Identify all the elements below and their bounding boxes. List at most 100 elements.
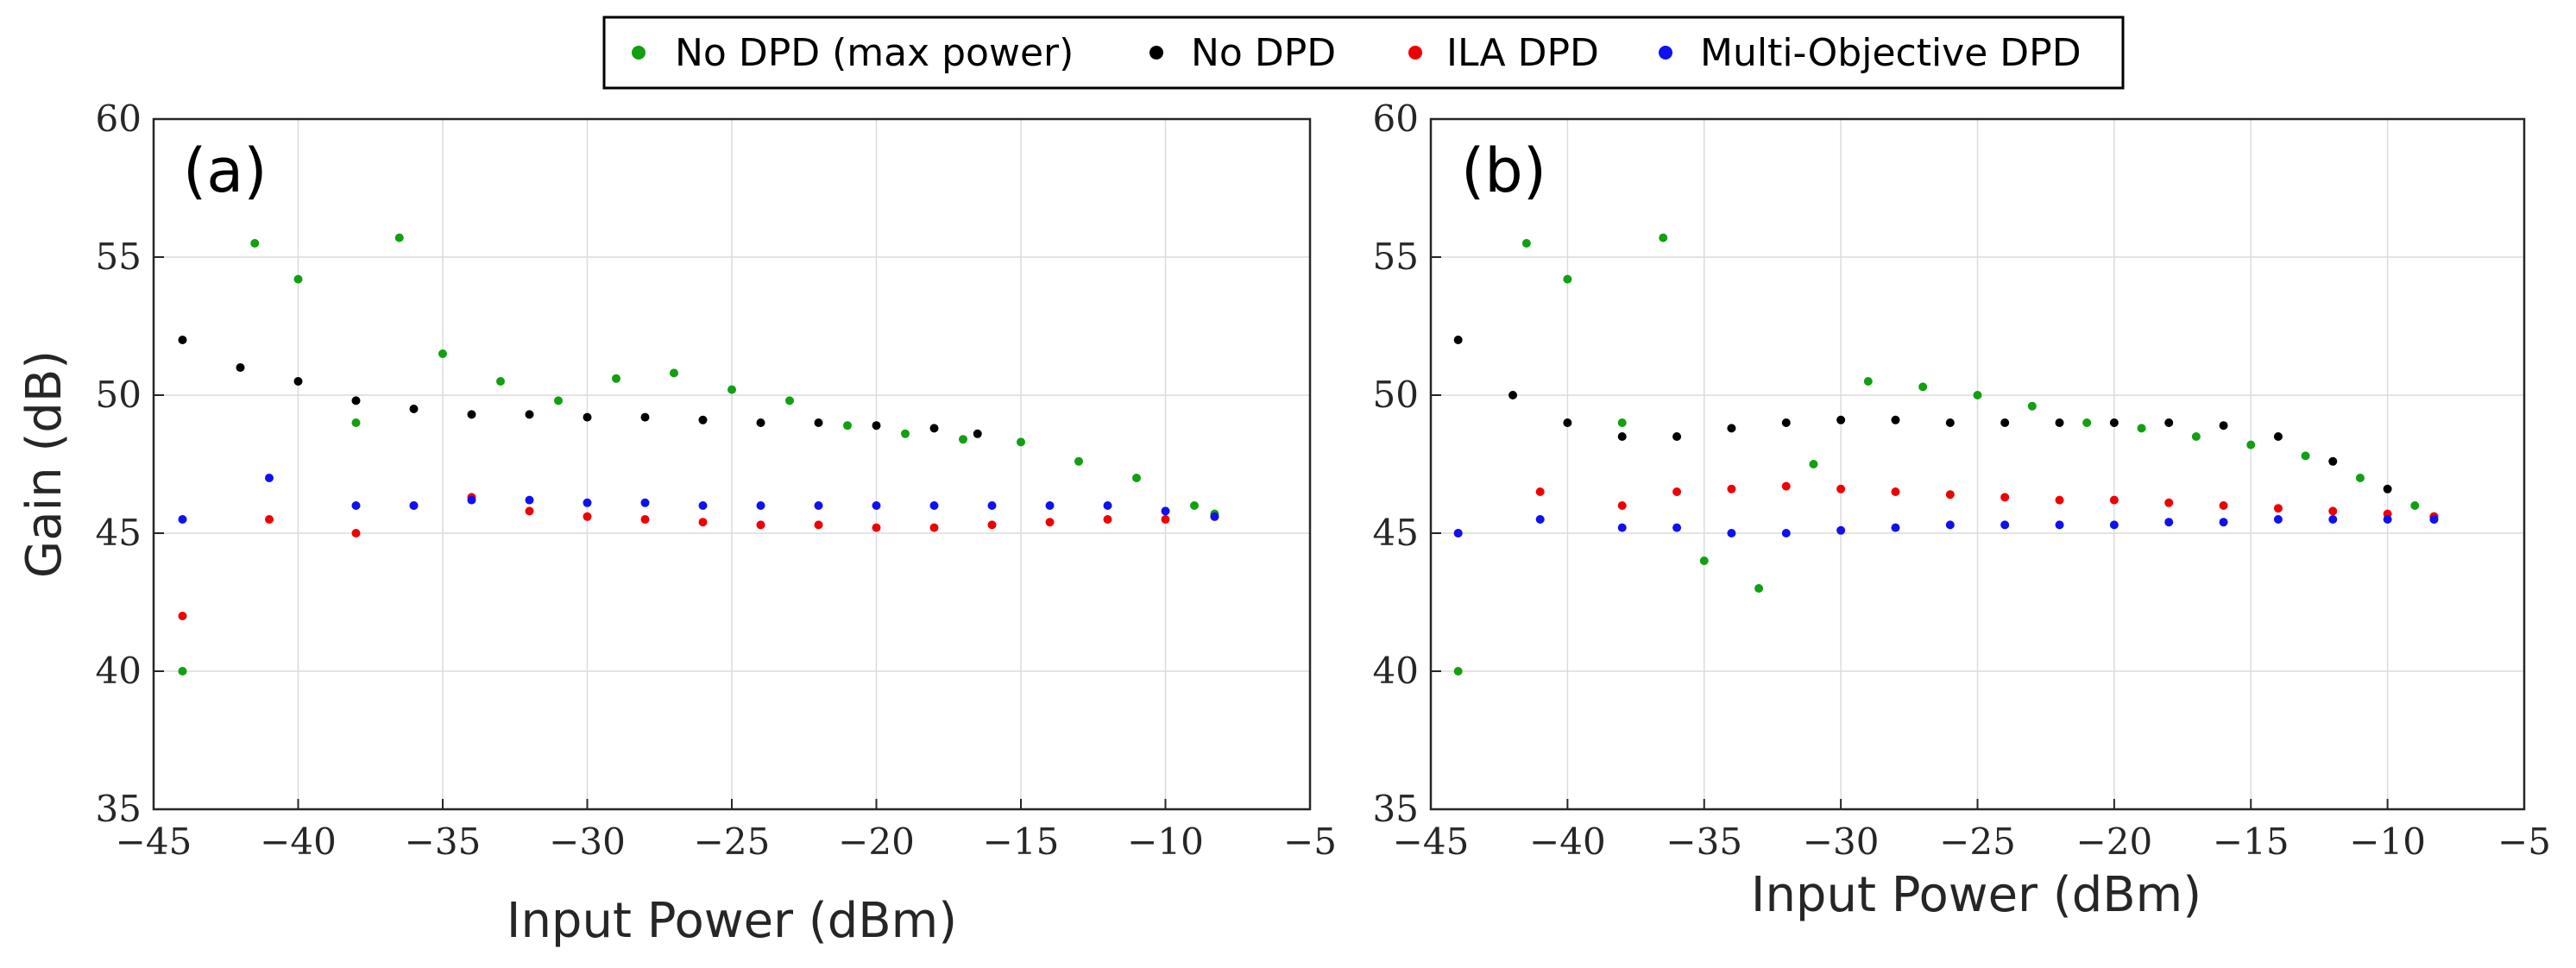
data-point-series-3 (2055, 520, 2064, 530)
data-point-series-0 (843, 421, 852, 431)
legend-label-3: Multi-Objective DPD (1700, 31, 2082, 75)
data-point-series-1 (409, 405, 419, 413)
data-point-series-1 (1891, 415, 1900, 424)
panel-b: −45 −40 −35 −30 −25 −20 −15 −10 −5 35 40 45 50 55 60 (… (1373, 97, 2551, 923)
x-tick-label: −15 (2213, 820, 2289, 863)
x-tick-label: −45 (116, 820, 192, 863)
data-point-series-3 (467, 495, 476, 505)
data-point-series-1 (2383, 484, 2392, 493)
data-point-series-3 (640, 498, 650, 507)
legend-box (602, 16, 2125, 90)
data-point-series-0 (1699, 556, 1709, 565)
data-point-series-0 (612, 374, 620, 383)
data-point-series-3 (351, 501, 361, 510)
data-point-series-3 (1672, 523, 1682, 532)
y-tick-label: 50 (1373, 374, 1419, 416)
data-point-series-2 (1891, 487, 1900, 496)
panel-a: −45 −40 −35 −30 −25 −20 −15 −10 −5 35 40 45 50 55 60 (… (16, 97, 1337, 949)
x-tick-label: −40 (260, 820, 337, 863)
data-point-series-1 (2055, 418, 2064, 427)
data-point-series-2 (1617, 501, 1627, 510)
data-point-series-3 (1836, 525, 1846, 535)
data-point-series-1 (2164, 418, 2174, 427)
data-point-series-1 (1781, 418, 1791, 427)
legend-label-0: No DPD (max power) (675, 31, 1074, 75)
data-point-series-2 (2109, 495, 2119, 505)
data-point-series-1 (973, 429, 982, 438)
x-tick-label: −40 (1529, 820, 1606, 863)
data-point-series-1 (2000, 418, 2010, 427)
data-point-series-2 (1945, 490, 1955, 500)
data-point-series-3 (1891, 523, 1900, 532)
data-point-series-0 (1190, 501, 1199, 510)
data-point-series-3 (1045, 501, 1055, 510)
x-axis-label-a: Input Power (dBm) (507, 893, 957, 949)
data-point-series-3 (1161, 506, 1170, 516)
data-point-series-3 (1781, 529, 1791, 537)
data-point-series-0 (351, 418, 361, 427)
data-point-series-2 (583, 512, 592, 521)
data-point-series-3 (2429, 515, 2439, 524)
y-tick-label: 60 (96, 97, 142, 140)
data-point-series-2 (872, 523, 881, 532)
y-axis-label-a: Gain (dB) (16, 350, 72, 578)
data-point-series-2 (351, 529, 361, 537)
data-point-series-3 (2328, 515, 2338, 524)
data-point-series-0 (670, 368, 678, 378)
data-point-series-2 (1781, 481, 1791, 491)
data-point-series-1 (467, 410, 476, 419)
data-point-series-0 (1659, 233, 1668, 242)
data-point-series-3 (2273, 515, 2283, 524)
data-point-series-0 (2246, 440, 2256, 449)
data-point-series-0 (2410, 501, 2420, 510)
data-point-series-1 (2219, 421, 2228, 431)
data-point-series-3 (178, 515, 187, 524)
data-point-series-2 (178, 612, 187, 620)
y-tick-label: 40 (1373, 650, 1419, 692)
data-point-series-2 (2273, 504, 2283, 513)
data-point-series-2 (1672, 487, 1682, 496)
legend-marker-2 (1408, 46, 1422, 60)
data-point-series-1 (583, 412, 592, 422)
data-point-series-0 (2027, 401, 2037, 411)
x-tick-label: −45 (1393, 820, 1470, 863)
data-point-series-1 (1672, 432, 1682, 441)
x-tick-label: −15 (983, 820, 1060, 863)
data-point-series-3 (2383, 515, 2392, 524)
x-tick-label: −35 (405, 820, 482, 863)
data-point-series-0 (438, 349, 447, 358)
data-point-series-0 (1973, 391, 1982, 399)
data-point-series-1 (351, 396, 361, 405)
data-point-series-1 (1727, 424, 1736, 433)
data-point-series-3 (265, 474, 274, 482)
x-tick-label: −30 (1803, 820, 1880, 863)
data-point-series-3 (987, 501, 997, 510)
data-point-series-1 (1836, 415, 1846, 424)
data-point-series-0 (1074, 456, 1083, 466)
data-point-series-3 (525, 495, 534, 505)
data-point-series-0 (959, 435, 967, 444)
data-point-series-0 (1809, 460, 1818, 468)
data-point-series-2 (1045, 518, 1055, 527)
data-point-series-2 (1727, 484, 1736, 493)
data-point-series-0 (901, 429, 910, 438)
data-point-series-3 (756, 501, 765, 510)
x-tick-label: −25 (694, 820, 771, 863)
panel-label-a: (a) (183, 135, 268, 206)
data-point-series-3 (1210, 512, 1219, 521)
y-tick-label: 35 (1373, 788, 1419, 830)
x-tick-label: −20 (2076, 820, 2153, 863)
data-point-series-3 (2219, 518, 2228, 527)
data-point-series-0 (1453, 667, 1463, 676)
data-point-series-0 (1132, 474, 1141, 482)
y-tick-label: 35 (96, 788, 142, 830)
data-point-series-0 (1617, 418, 1627, 427)
data-point-series-3 (698, 501, 708, 510)
data-point-series-0 (554, 396, 563, 405)
data-point-series-1 (293, 377, 303, 386)
data-point-series-3 (929, 501, 939, 510)
x-tick-label: −30 (549, 820, 626, 863)
data-point-series-1 (1508, 391, 1518, 399)
data-point-series-2 (987, 520, 997, 530)
